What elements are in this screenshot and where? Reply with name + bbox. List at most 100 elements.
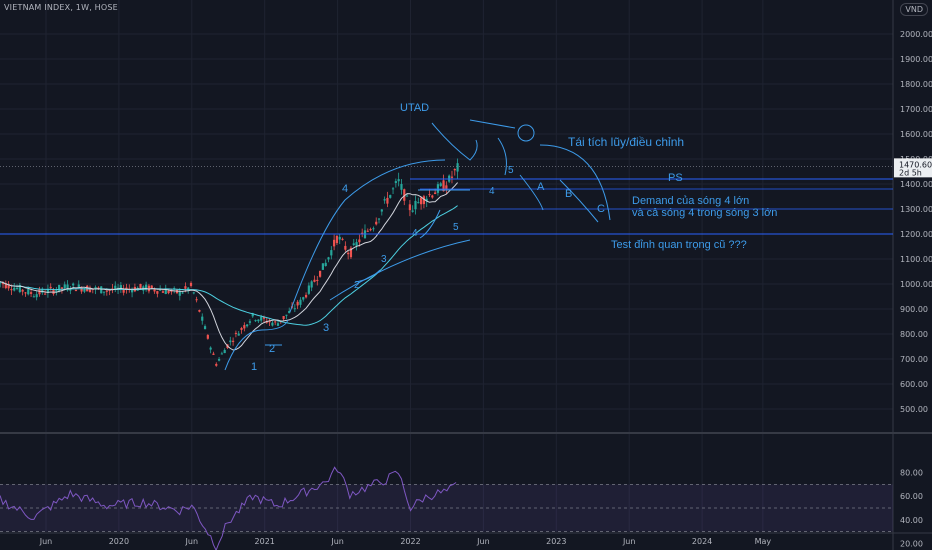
- candle-body: [285, 314, 288, 316]
- candle-body: [74, 289, 78, 292]
- candle-body: [13, 287, 16, 291]
- candle-body: [408, 204, 411, 211]
- candle-body: [369, 229, 372, 231]
- time-tick-label: Jun: [330, 537, 344, 546]
- candle-body: [72, 283, 75, 286]
- candle-body: [119, 285, 122, 289]
- time-tick-label: Jun: [476, 537, 490, 546]
- candle-body: [288, 310, 291, 314]
- candle-body: [316, 279, 319, 281]
- currency-badge[interactable]: VND: [900, 3, 928, 16]
- candle-body: [7, 283, 10, 289]
- candle-body: [35, 294, 38, 298]
- candle-body: [456, 163, 459, 172]
- price-tick-label: 1400.00: [900, 180, 932, 189]
- candle-body: [358, 239, 361, 243]
- candle-body: [63, 284, 66, 289]
- candle-body: [55, 290, 58, 292]
- label-wave-big-5: 5: [508, 165, 514, 176]
- price-tick-label: 800.00: [900, 330, 928, 339]
- candle-body: [246, 324, 249, 327]
- label-wave-small-2: 2: [354, 280, 360, 291]
- candle-body: [232, 340, 235, 342]
- candle-body: [212, 353, 215, 355]
- candle-body: [302, 297, 305, 300]
- candle-body: [386, 197, 389, 204]
- candle-body: [327, 257, 330, 260]
- candle-body: [32, 296, 35, 298]
- candle-body: [164, 288, 167, 295]
- candle-body: [66, 284, 69, 291]
- candle-body: [335, 235, 339, 244]
- rsi-tick-label: 60.00: [900, 492, 923, 501]
- candle-body: [324, 262, 327, 267]
- candle-body: [274, 321, 277, 323]
- rsi-line: [0, 466, 457, 550]
- label-wave-big-4: 4: [489, 186, 495, 197]
- candle-body: [344, 245, 347, 250]
- candle-body: [100, 286, 103, 294]
- label-test: Test đỉnh quan trọng cũ ???: [611, 239, 747, 251]
- rsi-tick-label: 40.00: [900, 516, 923, 525]
- channel-lower-curve: [329, 239, 471, 301]
- label-wave-c: C: [597, 203, 605, 215]
- candle-body: [4, 283, 7, 289]
- candle-body: [372, 228, 375, 230]
- candle-body: [375, 221, 378, 225]
- candle-body: [240, 328, 243, 330]
- candle-body: [139, 283, 142, 288]
- candle-body: [400, 184, 403, 190]
- price-tick-label: 1000.00: [900, 280, 932, 289]
- candle-body: [83, 289, 86, 292]
- candle-body: [257, 319, 260, 322]
- candle-body: [229, 340, 232, 343]
- candle-body: [220, 353, 223, 355]
- candle-body: [383, 199, 386, 201]
- candle-body: [411, 210, 414, 212]
- candle-body: [1, 282, 5, 285]
- candle-body: [60, 287, 64, 289]
- price-axis: 2000.001900.001800.001700.001600.001500.…: [894, 30, 932, 548]
- time-tick-label: 2021: [255, 537, 275, 546]
- label-wave-big-4: 4: [342, 183, 348, 195]
- utad-arrow: [431, 122, 478, 161]
- rsi-tick-label: 20.00: [900, 539, 923, 548]
- candle-body: [189, 282, 193, 286]
- time-tick-label: Jun: [185, 537, 199, 546]
- candle-body: [366, 230, 369, 232]
- time-tick-label: 2024: [692, 537, 712, 546]
- price-tick-label: 1900.00: [900, 55, 932, 64]
- chart-title: VIETNAM INDEX, 1W, HOSE: [4, 3, 118, 12]
- candle-body: [29, 292, 33, 294]
- candle-body: [355, 242, 358, 246]
- candle-body: [299, 299, 302, 305]
- candle-body: [276, 323, 280, 326]
- candle-body: [145, 284, 148, 290]
- abc-curve-a: [519, 174, 544, 211]
- candle-body: [178, 290, 181, 296]
- candle-body: [380, 209, 383, 212]
- candle-body: [0, 282, 2, 284]
- candle-body: [198, 309, 201, 312]
- candle-body: [209, 347, 212, 350]
- candle-body: [361, 232, 364, 234]
- candle-body: [349, 247, 353, 258]
- candle-body: [21, 289, 24, 292]
- time-axis: 2019Jun2020Jun2021Jun2022Jun2023Jun2024M…: [39, 537, 772, 546]
- time-tick-label: 2020: [109, 537, 129, 546]
- price-tick-label: 2000.00: [900, 30, 932, 39]
- candle-body: [105, 290, 108, 292]
- candle-body: [445, 185, 448, 190]
- utad-curve-b: [539, 144, 611, 221]
- candle-body: [192, 292, 195, 294]
- price-tick-label: 700.00: [900, 355, 928, 364]
- time-tick-label: May: [755, 537, 772, 546]
- candle-body: [88, 287, 92, 293]
- rsi-band: [0, 484, 893, 532]
- candle-body: [394, 181, 397, 184]
- candle-body: [150, 285, 153, 289]
- candle-body: [422, 196, 426, 205]
- candle-body: [434, 192, 437, 195]
- candle-body: [217, 358, 221, 361]
